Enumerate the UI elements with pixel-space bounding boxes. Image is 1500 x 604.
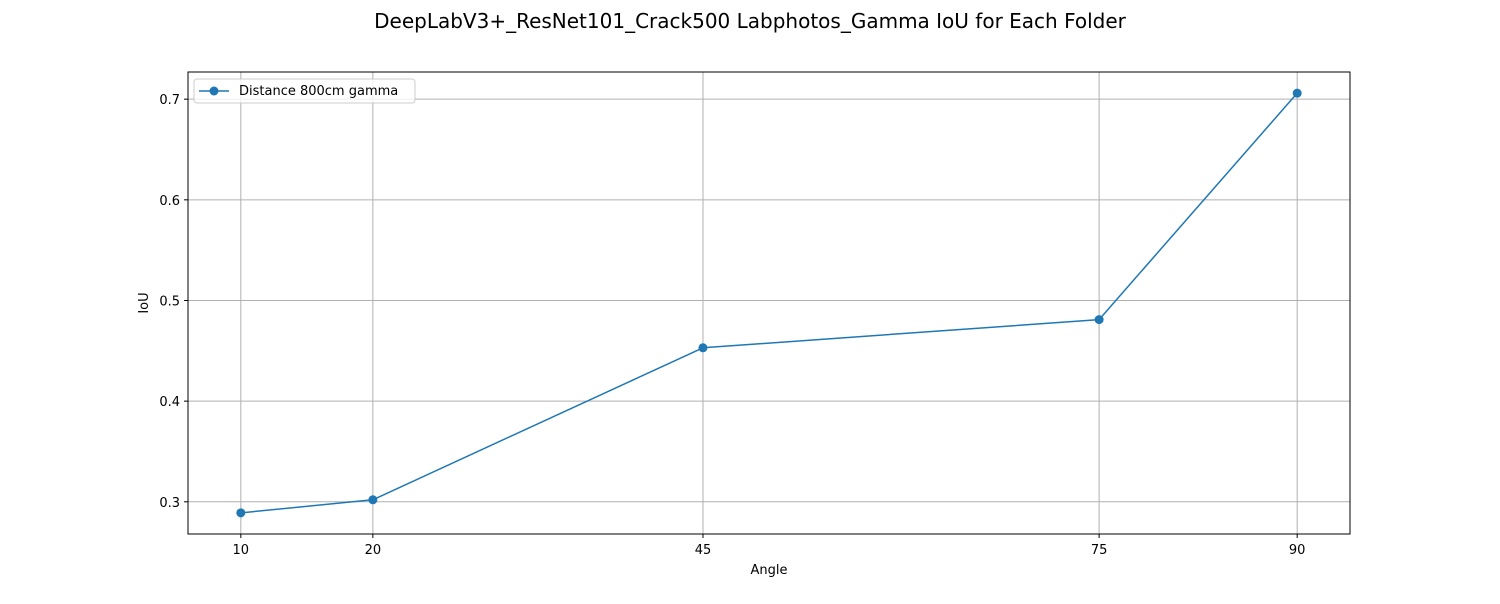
y-tick-label: 0.5 <box>159 294 180 309</box>
data-point <box>1094 315 1104 325</box>
data-point <box>236 508 246 518</box>
legend: Distance 800cm gamma <box>193 78 416 104</box>
data-point <box>1292 88 1302 98</box>
x-tick-label: 75 <box>1091 543 1108 558</box>
x-axis-ticks: 10 20 45 75 90 <box>233 534 1306 558</box>
y-tick-label: 0.6 <box>159 194 180 209</box>
legend-box <box>193 78 416 104</box>
chart-title: DeepLabV3+_ResNet101_Crack500 Labphotos_… <box>374 9 1127 33</box>
legend-series-label: Distance 800cm gamma <box>239 84 398 99</box>
x-tick-label: 10 <box>233 543 250 558</box>
series-line <box>240 92 1298 514</box>
series-layer <box>236 88 1302 518</box>
y-tick-label: 0.3 <box>159 496 180 511</box>
plot-area-frame <box>187 71 1351 535</box>
data-point <box>368 495 378 505</box>
data-point <box>698 343 708 353</box>
y-axis-ticks: 0.3 0.4 0.5 0.6 0.7 <box>159 93 188 511</box>
y-tick-label: 0.7 <box>159 93 180 108</box>
x-tick-label: 20 <box>365 543 382 558</box>
x-tick-label: 90 <box>1289 543 1306 558</box>
grid-lines <box>188 72 1350 534</box>
y-axis-label: IoU <box>137 292 152 313</box>
y-tick-label: 0.4 <box>159 395 180 410</box>
x-axis-label: Angle <box>751 563 788 578</box>
legend-series-marker <box>209 86 219 96</box>
x-tick-label: 45 <box>695 543 712 558</box>
